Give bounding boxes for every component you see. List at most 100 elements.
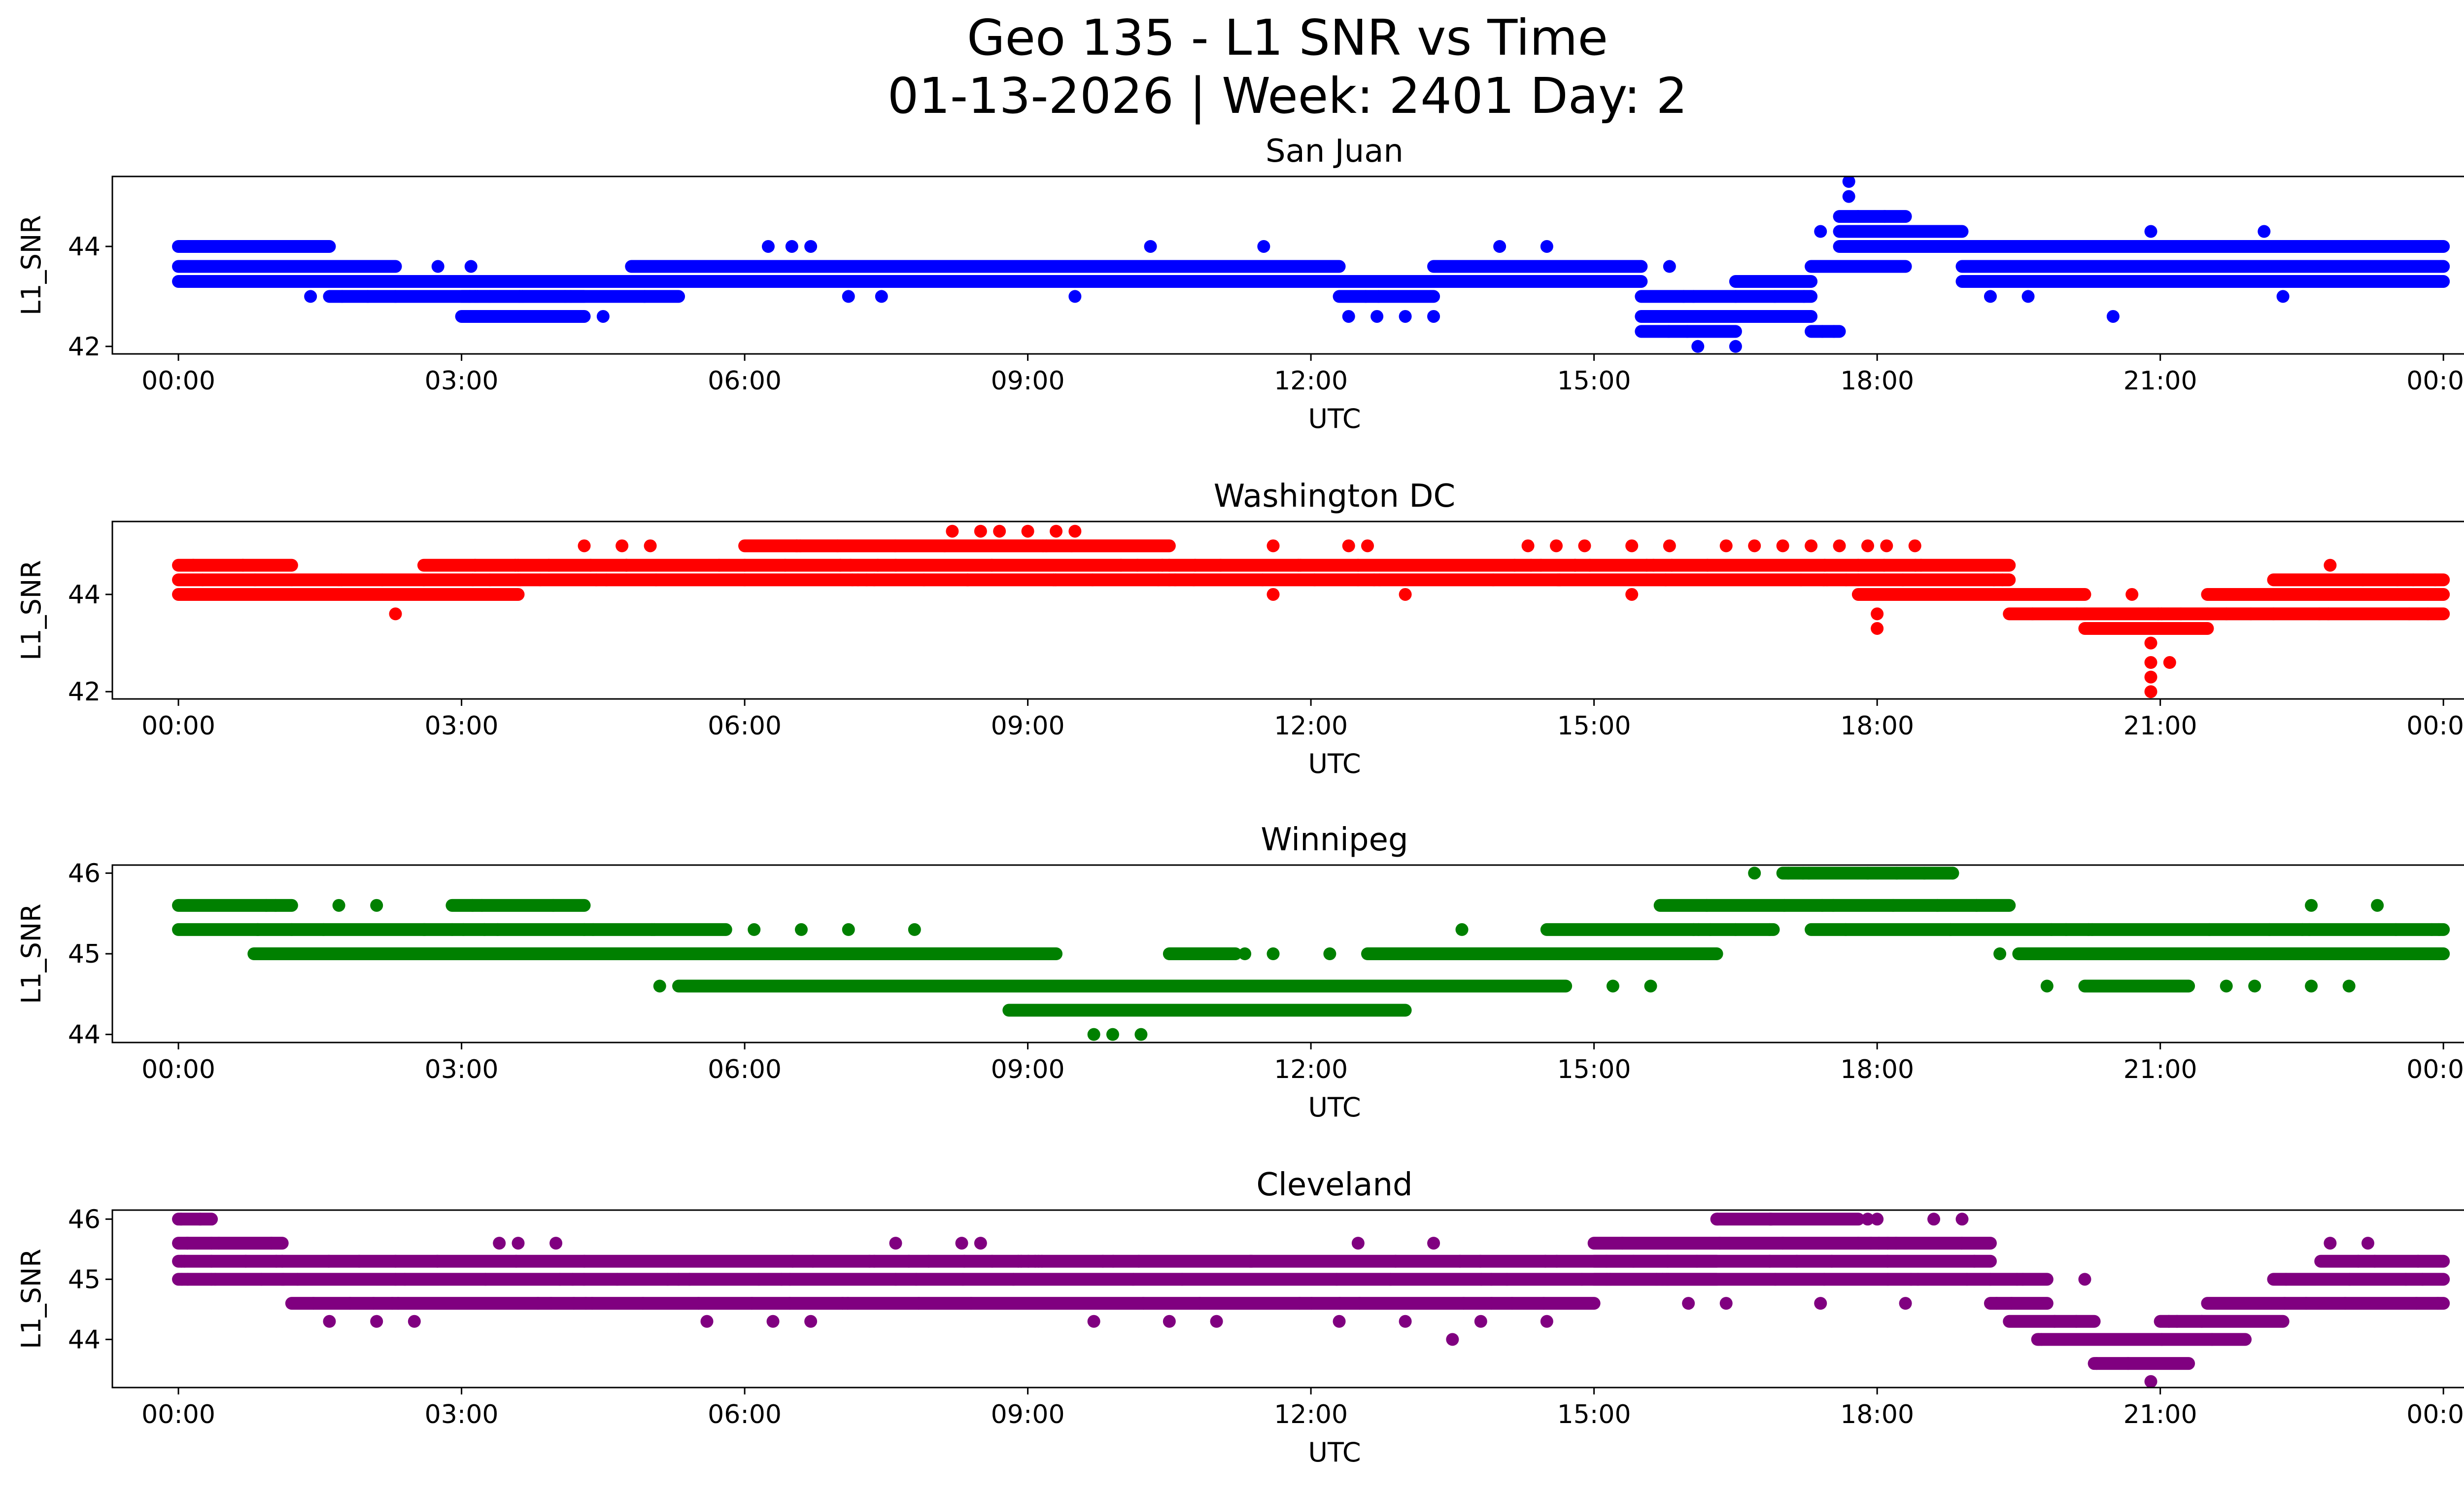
data-point xyxy=(2036,947,2050,960)
data-point xyxy=(1308,275,1321,288)
data-point xyxy=(910,1273,923,1286)
data-point xyxy=(265,1237,278,1250)
data-point xyxy=(2416,1273,2429,1286)
data-point xyxy=(431,1254,444,1268)
data-point xyxy=(1540,240,1553,253)
data-point xyxy=(2324,1237,2337,1250)
data-point xyxy=(1880,539,1893,553)
data-point xyxy=(1765,1213,1778,1226)
data-point xyxy=(745,1297,758,1310)
x-tick-label: 03:00 xyxy=(425,1400,499,1429)
y-axis-label: L1_SNR xyxy=(16,1249,47,1349)
data-point xyxy=(1446,1333,1459,1346)
x-axis-label: UTC xyxy=(1308,403,1361,434)
data-point xyxy=(2070,1315,2083,1328)
data-point xyxy=(2188,947,2201,960)
data-point xyxy=(1899,1297,1912,1310)
data-point xyxy=(2144,225,2157,238)
data-point xyxy=(2324,558,2337,572)
data-point xyxy=(531,1297,545,1310)
data-point xyxy=(1486,573,1500,587)
data-point xyxy=(1575,1273,1588,1286)
data-point xyxy=(1508,558,1521,572)
data-point xyxy=(1881,1273,1894,1286)
data-point xyxy=(1359,290,1372,303)
data-point xyxy=(596,310,610,323)
data-point xyxy=(278,275,292,288)
data-point xyxy=(1825,1254,1839,1268)
data-point xyxy=(653,979,666,993)
data-point xyxy=(367,1297,380,1310)
x-tick-label: 12:00 xyxy=(1274,366,1348,396)
data-point xyxy=(1775,310,1788,323)
data-point xyxy=(2147,622,2160,635)
data-point xyxy=(2250,588,2263,601)
data-point xyxy=(1938,240,1951,253)
data-point xyxy=(1682,1297,1695,1310)
data-point xyxy=(844,558,857,572)
x-tick-label: 12:00 xyxy=(1274,711,1348,741)
data-point xyxy=(2045,923,2058,936)
data-point xyxy=(281,947,294,960)
x-tick-label: 21:00 xyxy=(2123,366,2197,396)
data-point xyxy=(1713,1237,1726,1250)
data-point xyxy=(2068,240,2082,253)
data-point xyxy=(1776,1237,1789,1250)
data-point xyxy=(1472,260,1485,273)
x-tick-label: 18:00 xyxy=(1840,711,1914,741)
x-tick-label: 15:00 xyxy=(1557,711,1631,741)
x-tick-label: 06:00 xyxy=(708,1400,782,1429)
data-point xyxy=(1066,260,1080,273)
data-point xyxy=(1802,867,1815,880)
data-point xyxy=(1238,947,1252,960)
data-point xyxy=(1886,899,1900,912)
data-point xyxy=(251,923,265,936)
data-point xyxy=(1680,325,1694,338)
data-point xyxy=(961,573,975,587)
data-point xyxy=(2035,1333,2048,1346)
data-point xyxy=(709,260,722,273)
data-point xyxy=(2368,1254,2381,1268)
data-point xyxy=(1106,1254,1120,1268)
data-point xyxy=(2378,947,2391,960)
data-point xyxy=(1931,899,1944,912)
data-point xyxy=(307,1297,320,1310)
data-point xyxy=(752,1273,765,1286)
data-point xyxy=(2048,947,2061,960)
data-point xyxy=(464,260,478,273)
data-point xyxy=(1397,947,1410,960)
data-point xyxy=(2059,923,2073,936)
data-point xyxy=(1521,539,1535,553)
data-point xyxy=(578,1254,591,1268)
data-point xyxy=(1372,290,1385,303)
data-point xyxy=(1851,210,1865,223)
data-point xyxy=(562,275,576,288)
data-point xyxy=(1600,1254,1613,1268)
data-point xyxy=(345,275,358,288)
data-point xyxy=(567,1297,581,1310)
data-point xyxy=(1944,923,1957,936)
data-point xyxy=(1801,275,1814,288)
data-point xyxy=(2305,899,2318,912)
data-point xyxy=(1665,558,1678,572)
data-point xyxy=(902,1254,916,1268)
data-point xyxy=(2026,607,2039,621)
data-point xyxy=(1539,260,1552,273)
data-point xyxy=(2021,290,2035,303)
data-point xyxy=(343,1297,357,1310)
data-point xyxy=(1603,275,1616,288)
data-point xyxy=(1399,310,1412,323)
data-point xyxy=(1266,947,1280,960)
data-point xyxy=(2220,607,2233,621)
data-point xyxy=(1748,867,1761,880)
data-point xyxy=(985,558,998,572)
data-point xyxy=(1353,1297,1366,1310)
data-point xyxy=(1878,558,1891,572)
data-point xyxy=(1827,325,1841,338)
data-point xyxy=(260,899,273,912)
data-point xyxy=(1087,1028,1100,1041)
data-point xyxy=(1127,1273,1140,1286)
data-point xyxy=(1908,539,1921,553)
data-point xyxy=(2244,607,2258,621)
data-point xyxy=(1360,275,1373,288)
